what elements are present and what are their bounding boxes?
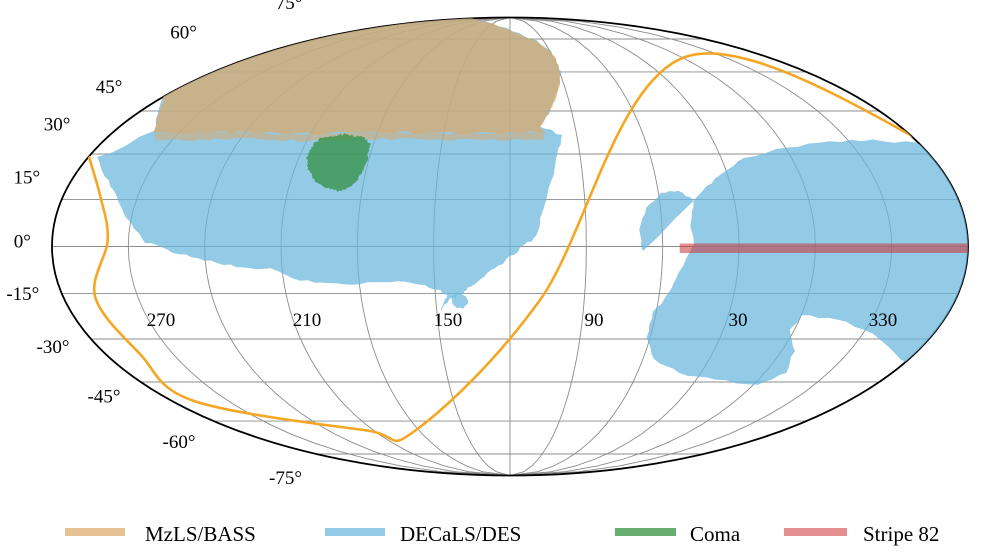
svg-text:30°: 30°: [44, 115, 71, 136]
svg-text:-15°: -15°: [6, 284, 39, 305]
svg-text:-60°: -60°: [163, 432, 196, 453]
svg-text:0°: 0°: [14, 232, 31, 253]
svg-text:-45°: -45°: [88, 387, 121, 408]
svg-text:30: 30: [729, 310, 748, 331]
svg-text:75°: 75°: [276, 0, 303, 14]
svg-text:MzLS/BASS: MzLS/BASS: [145, 522, 256, 546]
svg-text:Coma: Coma: [690, 522, 741, 546]
svg-text:45°: 45°: [96, 77, 123, 98]
svg-text:15°: 15°: [13, 168, 40, 189]
svg-text:Stripe 82: Stripe 82: [863, 522, 939, 546]
svg-text:330: 330: [869, 310, 898, 331]
svg-text:-75°: -75°: [269, 468, 302, 489]
svg-text:90: 90: [585, 310, 604, 331]
svg-text:210: 210: [293, 310, 322, 331]
svg-text:-30°: -30°: [37, 337, 70, 358]
svg-text:60°: 60°: [170, 23, 197, 44]
svg-text:150: 150: [434, 310, 463, 331]
svg-text:DECaLS/DES: DECaLS/DES: [400, 522, 521, 546]
svg-text:270: 270: [147, 310, 176, 331]
